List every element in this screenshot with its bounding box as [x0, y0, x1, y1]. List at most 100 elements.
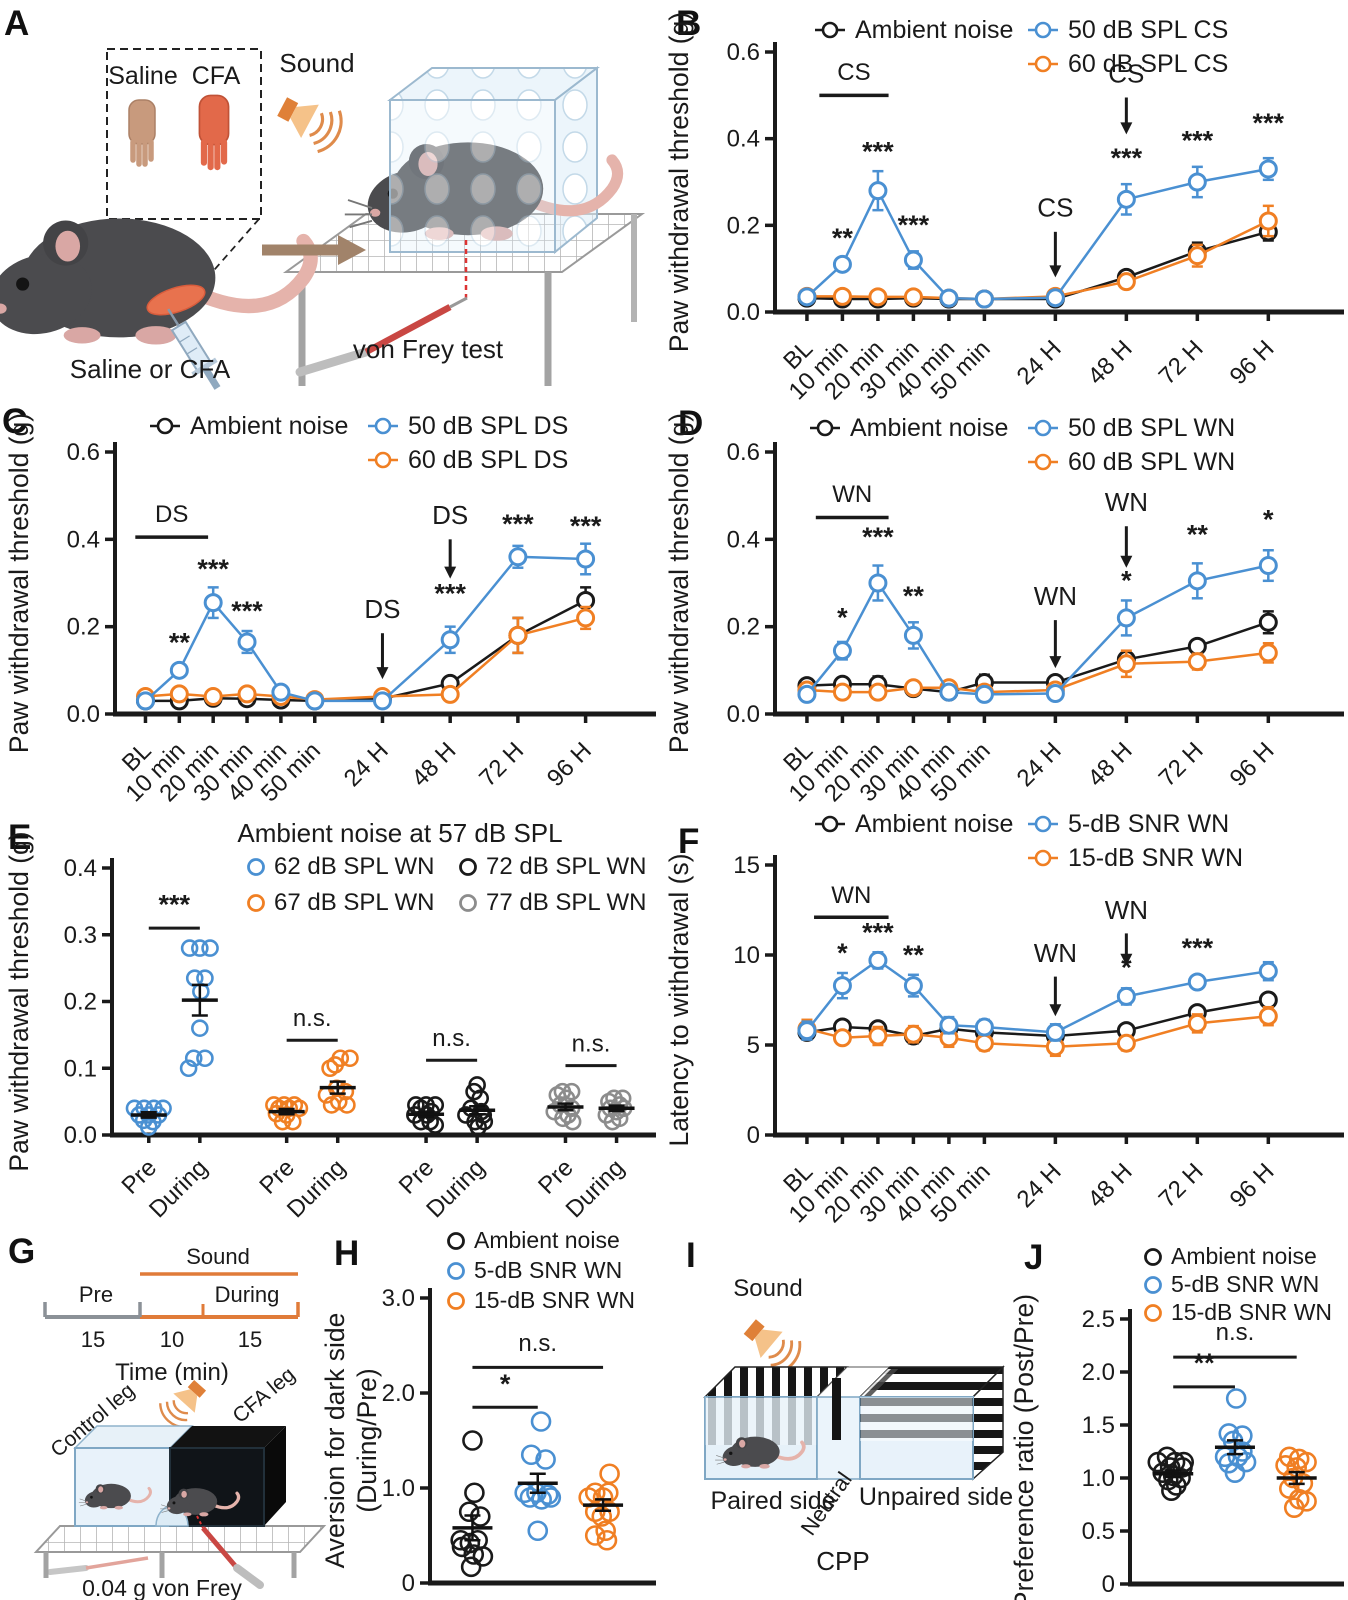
paw-inset: Saline CFA	[106, 48, 262, 303]
svg-text:0: 0	[402, 1570, 415, 1597]
chart-e-threshold-snr-scatter: 0.0 0.1 0.2 0.3 0.4 Paw withdrawal threshold …	[4, 818, 656, 1223]
chart-d-paw-threshold-wn: 0.0 0.2 0.4 0.6 Paw withdrawal threshold (g)…	[664, 413, 1344, 807]
svg-text:0.4: 0.4	[727, 126, 760, 153]
seg3-minutes: 15	[238, 1327, 262, 1352]
svg-text:**: **	[832, 223, 854, 253]
time-axis-label: Time (min)	[115, 1359, 229, 1386]
svg-text:0.6: 0.6	[727, 39, 760, 66]
svg-text:***: ***	[1182, 933, 1214, 963]
svg-text:Ambient noise: Ambient noise	[474, 1227, 620, 1253]
speaker-icon-a	[269, 84, 350, 158]
svg-text:Ambient noise: Ambient noise	[855, 810, 1013, 838]
svg-text:15-dB SNR WN: 15-dB SNR WN	[1068, 844, 1243, 872]
svg-text:67 dB SPL WN: 67 dB SPL WN	[274, 889, 435, 916]
chart-b-paw-threshold-cs: 0.0 0.2 0.4 0.6 Paw withdrawal threshold (g)…	[664, 12, 1344, 405]
svg-text:n.s.: n.s.	[572, 1031, 611, 1058]
svg-text:0.0: 0.0	[67, 701, 100, 728]
svg-text:0.2: 0.2	[67, 614, 100, 641]
svg-text:50 dB SPL WN: 50 dB SPL WN	[1068, 414, 1235, 442]
von-frey-filament	[295, 296, 468, 377]
panel-letter-e: E	[8, 818, 32, 857]
svg-text:48 H: 48 H	[1083, 737, 1138, 792]
svg-text:***: ***	[898, 210, 930, 240]
svg-text:0: 0	[747, 1122, 760, 1149]
svg-text:0.3: 0.3	[64, 922, 97, 949]
scatter-group	[450, 1430, 494, 1578]
seg2-minutes: 10	[160, 1327, 184, 1352]
svg-text:*: *	[837, 603, 848, 633]
sound-label-g: Sound	[186, 1244, 250, 1269]
svg-text:Latency to withdrawal (s): Latency to withdrawal (s)	[664, 853, 694, 1146]
svg-text:15-dB SNR WN: 15-dB SNR WN	[1171, 1299, 1332, 1325]
svg-text:(During/Pre): (During/Pre)	[352, 1368, 382, 1512]
svg-text:Paw withdrawal threshold (g): Paw withdrawal threshold (g)	[4, 413, 34, 753]
svg-text:Paw withdrawal threshold (g): Paw withdrawal threshold (g)	[664, 12, 694, 352]
svg-text:0.1: 0.1	[64, 1055, 97, 1082]
svg-text:WN: WN	[832, 481, 872, 508]
series-50 dB SPL DS	[135, 542, 596, 711]
svg-text:5: 5	[747, 1032, 760, 1059]
unpaired-side-label: Unpaired side	[859, 1483, 1013, 1511]
svg-text:Paw withdrawal threshold (g): Paw withdrawal threshold (g)	[4, 831, 34, 1171]
scatter-group	[1147, 1446, 1195, 1502]
svg-text:60 dB SPL DS: 60 dB SPL DS	[408, 446, 568, 474]
svg-text:**: **	[903, 581, 925, 611]
svg-text:96 H: 96 H	[1225, 737, 1280, 792]
series-5-dB SNR WN	[797, 950, 1278, 1042]
series-50 dB SPL WN	[797, 549, 1278, 704]
sound-label-a: Sound	[279, 48, 354, 78]
panel-letter-g: G	[8, 1232, 36, 1271]
two-chamber-box	[73, 1425, 286, 1527]
paired-side-label: Paired side	[710, 1487, 835, 1515]
svg-text:n.s.: n.s.	[518, 1330, 557, 1357]
injected-mouse	[0, 218, 311, 344]
svg-text:WN: WN	[1034, 581, 1077, 611]
svg-text:62 dB SPL WN: 62 dB SPL WN	[274, 853, 435, 880]
svg-text:60 dB SPL CS: 60 dB SPL CS	[1068, 50, 1228, 78]
svg-text:***: ***	[1182, 126, 1214, 156]
series-50 dB SPL CS	[797, 156, 1278, 309]
stimulus-trace-g	[196, 1515, 204, 1529]
svg-text:96 H: 96 H	[1225, 335, 1280, 390]
svg-text:n.s.: n.s.	[293, 1005, 332, 1032]
svg-text:WN: WN	[1034, 938, 1077, 968]
chart-f-latency: 0 5 10 15 Latency to withdrawal (s) Ambient n…	[664, 810, 1344, 1228]
svg-text:Ambient noise: Ambient noise	[855, 16, 1013, 44]
svg-text:1.0: 1.0	[382, 1475, 415, 1502]
panel-letter-b: B	[676, 4, 702, 43]
svg-text:***: ***	[1253, 108, 1285, 138]
panel-letter-a: A	[4, 4, 30, 43]
svg-text:**: **	[1194, 1348, 1216, 1378]
chart-c-paw-threshold-ds: 0.0 0.2 0.4 0.6 Paw withdrawal threshold (g)…	[4, 412, 656, 807]
svg-text:0.2: 0.2	[727, 614, 760, 641]
inflamed-paw	[146, 284, 206, 316]
cpp-caption: CPP	[816, 1546, 869, 1576]
svg-text:0.4: 0.4	[727, 526, 760, 553]
svg-text:48 H: 48 H	[406, 737, 461, 792]
svg-text:1.0: 1.0	[1082, 1465, 1115, 1492]
svg-text:0: 0	[1102, 1571, 1115, 1598]
svg-text:**: **	[169, 628, 191, 658]
filament-left	[47, 1556, 149, 1575]
svg-text:*: *	[1263, 504, 1274, 534]
panel-i-diagram: Sound Paired side Neutral Unpaired side …	[703, 1275, 1013, 1576]
svg-text:0.2: 0.2	[64, 989, 97, 1016]
scatter-group	[1275, 1446, 1317, 1518]
svg-text:n.s.: n.s.	[432, 1025, 471, 1052]
svg-text:0.0: 0.0	[727, 701, 760, 728]
svg-text:*: *	[1121, 953, 1132, 983]
transfer-arrow-icon	[262, 235, 366, 265]
cpp-box	[703, 1365, 1005, 1481]
svg-text:***: ***	[862, 522, 894, 552]
saline-label: Saline	[108, 62, 178, 90]
panel-letter-c: C	[2, 402, 28, 441]
svg-text:*: *	[1121, 566, 1132, 596]
svg-text:24 H: 24 H	[1012, 335, 1067, 390]
svg-text:*: *	[500, 1369, 511, 1399]
svg-text:Paw withdrawal threshold (g): Paw withdrawal threshold (g)	[664, 413, 694, 753]
svg-text:77 dB SPL WN: 77 dB SPL WN	[486, 889, 647, 916]
svg-text:Preference ratio (Post/Pre): Preference ratio (Post/Pre)	[1009, 1294, 1039, 1600]
scatter-group	[265, 1096, 309, 1131]
svg-text:***: ***	[1111, 143, 1143, 173]
syringe-icon	[167, 308, 221, 390]
